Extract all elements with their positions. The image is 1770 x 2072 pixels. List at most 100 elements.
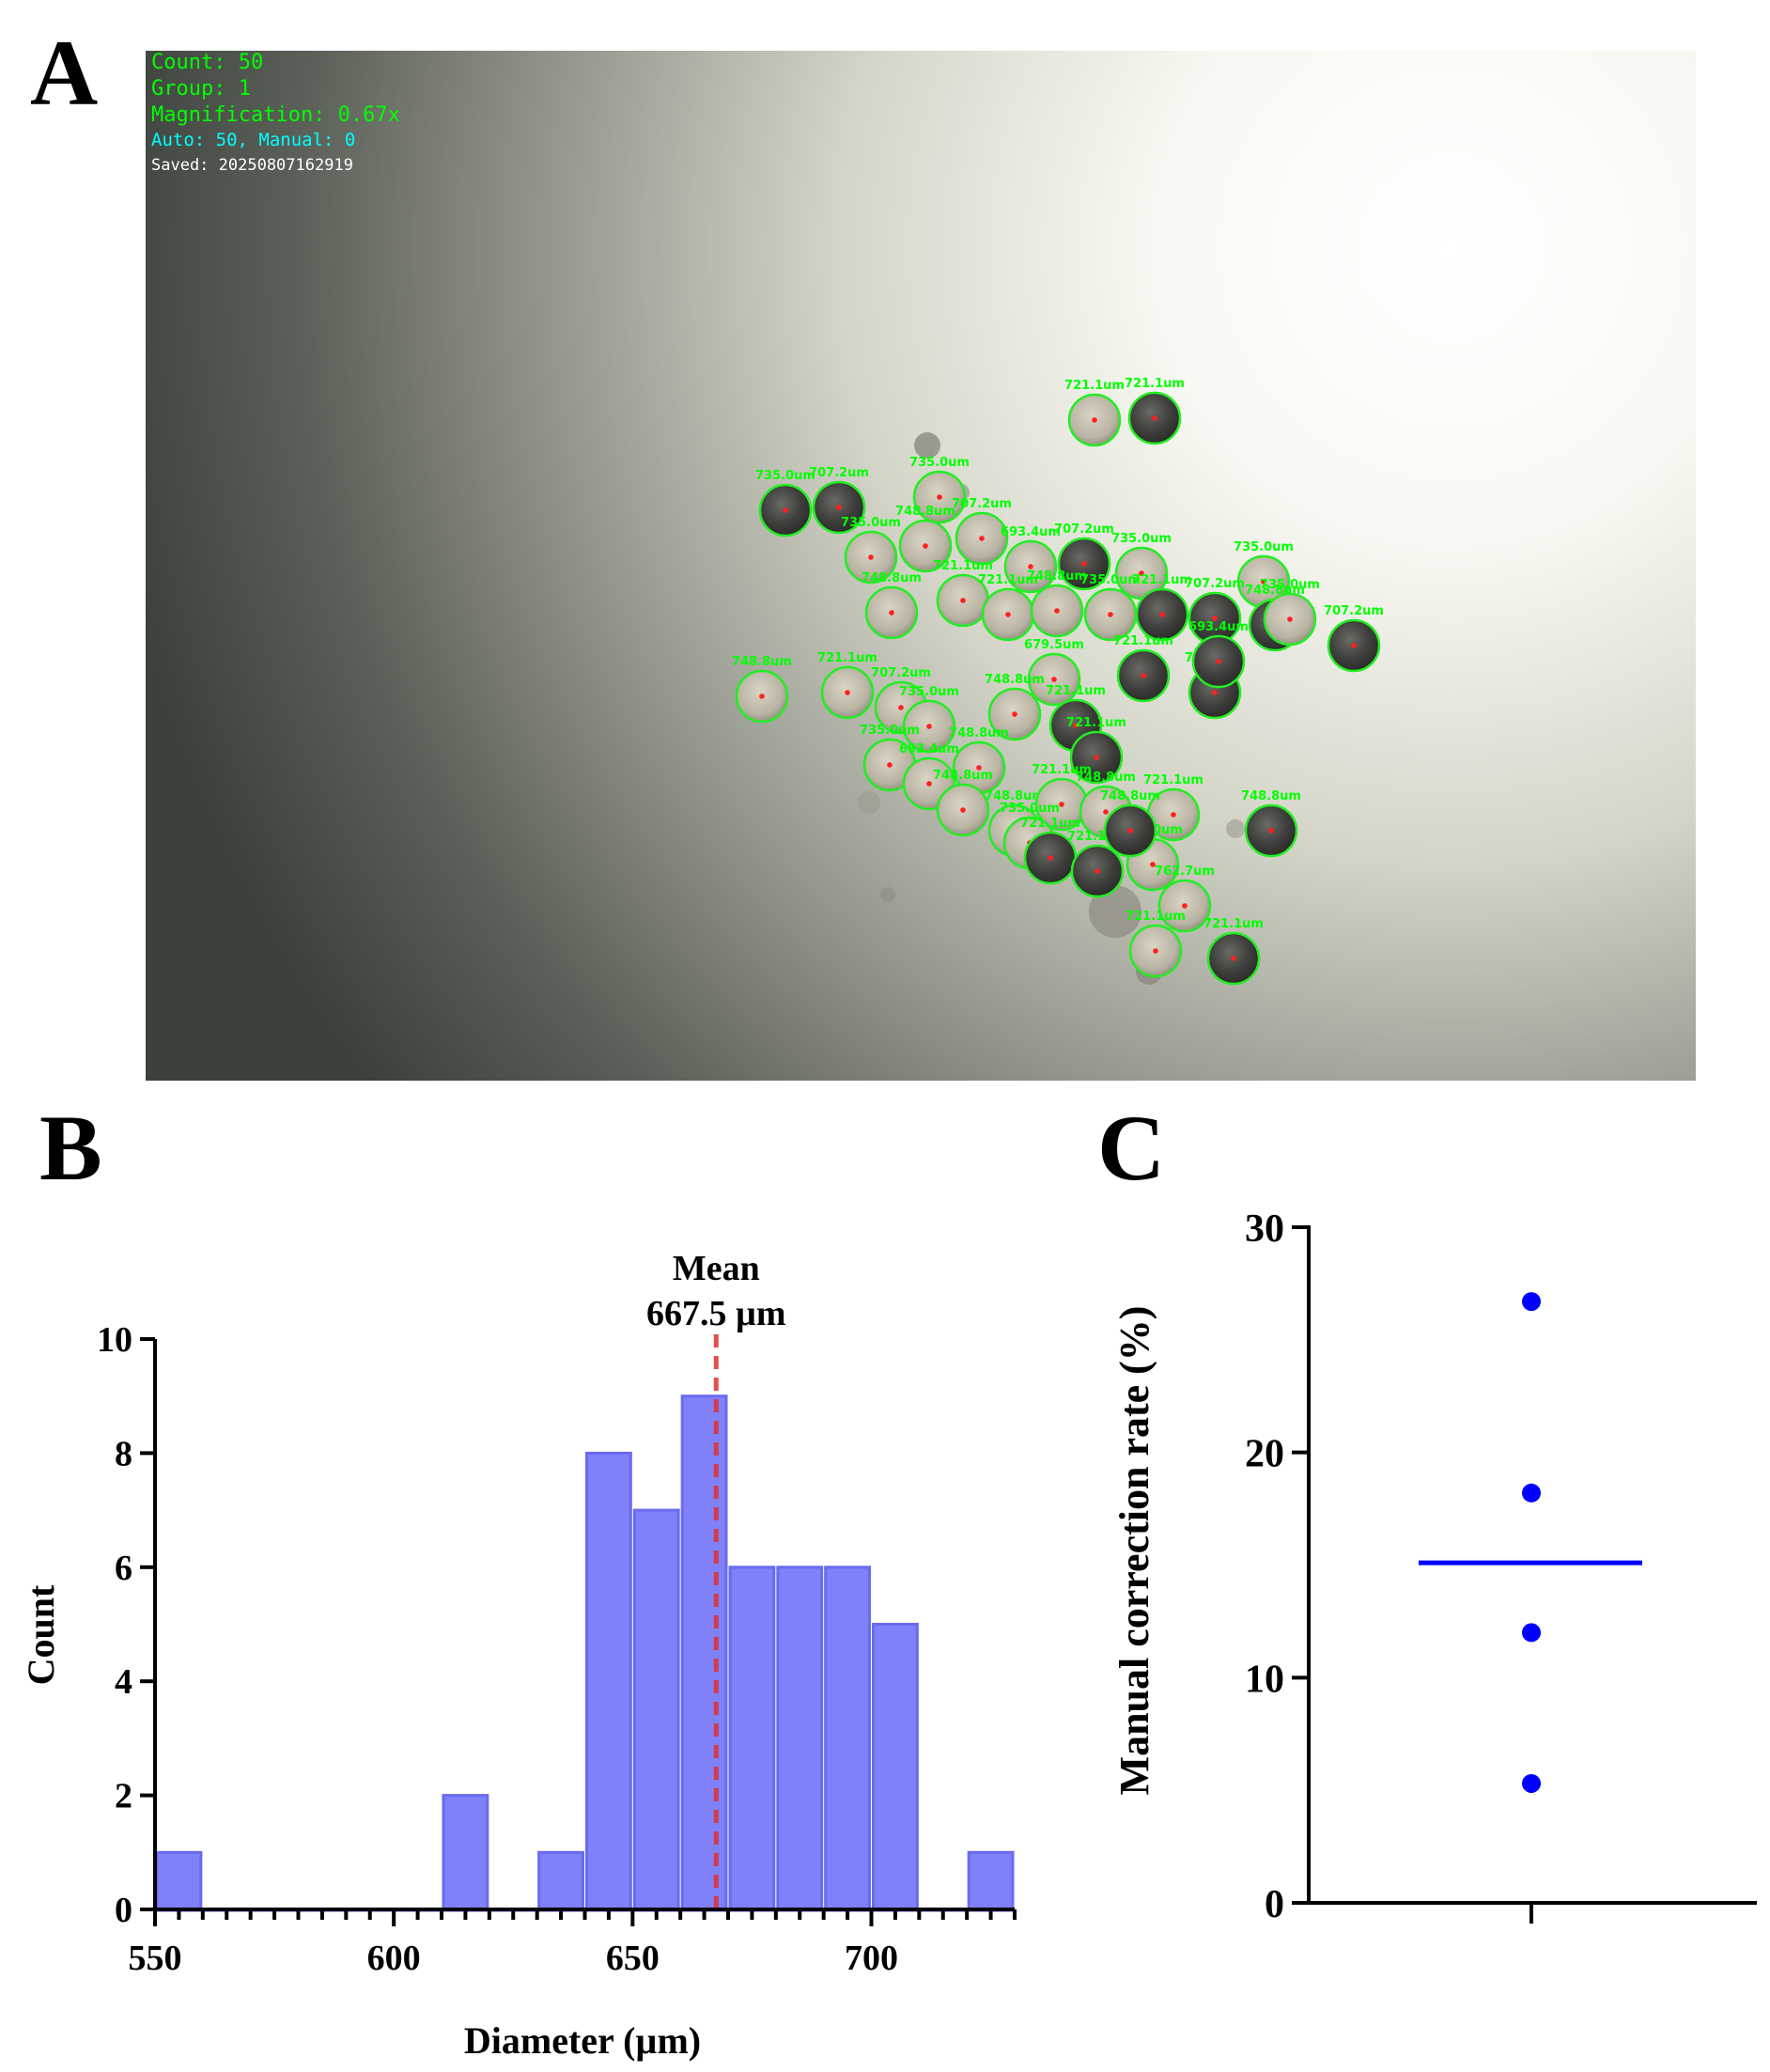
overlay-group: Group: 1 — [151, 77, 251, 101]
droplet-label: 721.1um — [1125, 377, 1185, 391]
droplet-label: 748.8um — [895, 505, 955, 519]
y-tick-label: 8 — [115, 1434, 132, 1473]
droplet-label: 721.1um — [1203, 917, 1264, 931]
droplet-label: 721.1um — [978, 573, 1038, 587]
droplet-label: 735.0um — [841, 516, 901, 530]
droplet-label: 735.0um — [1111, 532, 1172, 546]
droplet-label: 735.0um — [755, 469, 815, 483]
y-tick-label: 10 — [97, 1320, 132, 1360]
x-tick-label: 600 — [367, 1939, 421, 1978]
droplet-label: 721.1um — [1032, 763, 1092, 777]
droplet-label: 707.2um — [1054, 522, 1114, 537]
droplet: 735.0um — [899, 685, 959, 754]
droplet-label: 721.1um — [1066, 716, 1126, 730]
histogram-bar — [632, 1508, 680, 1912]
droplet: 735.0um — [909, 456, 970, 524]
droplet-label: 707.2um — [871, 666, 931, 680]
droplet: 693.4um — [1188, 620, 1249, 689]
droplet: 735.0um — [755, 469, 815, 537]
droplet-label: 707.2um — [809, 466, 869, 480]
panel-letter-a: A — [30, 21, 99, 125]
droplet: 735.0um — [1111, 532, 1172, 600]
histogram-bar — [680, 1394, 728, 1912]
histogram-bar — [824, 1566, 872, 1912]
droplet-label: 721.1um — [1126, 910, 1186, 924]
droplet: 721.1um — [1143, 773, 1203, 842]
overlay-magnification: Magnification: 0.67x — [151, 103, 400, 127]
droplet: 721.1um — [817, 651, 877, 720]
y-tick-label: 0 — [115, 1891, 132, 1930]
droplet-label: 721.1um — [933, 559, 993, 573]
x-tick-label: 650 — [606, 1939, 660, 1978]
droplet-label: 748.8um — [1241, 789, 1301, 803]
droplet: 721.1um — [1132, 573, 1192, 642]
droplet: 721.1um — [1064, 379, 1125, 447]
droplet-label: 693.4um — [1188, 620, 1249, 634]
droplet-label: 748.8um — [933, 769, 993, 783]
y-axis-label: Count — [20, 1584, 62, 1685]
histogram-bar — [585, 1451, 632, 1912]
droplet-label: 735.0um — [1000, 802, 1060, 816]
droplet: 748.8um — [1241, 789, 1301, 858]
droplet-label: 721.1um — [1046, 684, 1106, 698]
y-tick-label: 4 — [115, 1662, 132, 1702]
histogram-bar — [967, 1850, 1015, 1912]
droplet-label: 748.8um — [1076, 771, 1136, 785]
histogram-bar — [442, 1794, 489, 1912]
x-axis-label: Diameter (µm) — [464, 2019, 701, 2062]
micrograph-image: 721.1um 721.1um735.0um707.2um735.0um707.2… — [146, 51, 1696, 1081]
droplet-label: 735.0um — [1234, 540, 1294, 554]
droplet: 721.1um — [1203, 917, 1264, 986]
overlay-saved: Saved: 20250807162919 — [151, 156, 353, 175]
scatter-point — [1522, 1483, 1541, 1503]
scatter-y-tick-label: 30 — [1245, 1207, 1284, 1251]
histogram-bar — [776, 1566, 824, 1912]
scatter-y-tick-label: 0 — [1265, 1883, 1284, 1926]
droplet-label: 693.4um — [1001, 525, 1061, 539]
scatter-y-axis-label: Manual correction rate (%) — [1111, 1306, 1157, 1796]
micrograph-panel: 721.1um 721.1um 735.0um 707.2um 735.0um 707.2… — [146, 51, 1696, 1081]
droplet: 707.2um — [952, 497, 1012, 566]
histogram-axes: 0 2 4 6 8 10 550 600 650 700 — [97, 1320, 1017, 1978]
droplet: 735.0um — [1080, 573, 1141, 642]
scatter-point — [1522, 1623, 1541, 1643]
droplet-label: 748.8um — [985, 673, 1045, 687]
droplet-label: 748.8um — [949, 726, 1009, 740]
droplet-label: 707.2um — [1324, 604, 1384, 618]
histogram-bar — [872, 1623, 919, 1912]
droplet-label: 707.2um — [1185, 577, 1245, 591]
droplet: 721.1um — [1066, 716, 1126, 785]
mean-label-value: 667.5 µm — [646, 1294, 786, 1333]
droplet-label: 748.8um — [1100, 789, 1160, 803]
droplet-label: 762.7um — [1155, 865, 1215, 879]
histogram-chart: 0 2 4 6 8 10 550 600 650 700 Mean 667.5 µm Diamet… — [20, 1249, 1017, 2062]
histogram-bar — [155, 1850, 203, 1912]
panel-letter-b: B — [39, 1096, 102, 1200]
droplet-label: 721.1um — [1143, 773, 1203, 787]
droplet: 748.8um — [895, 505, 955, 573]
droplet: 707.2um — [809, 466, 869, 535]
droplet-layer: 721.1um 721.1um735.0um707.2um735.0um707.2… — [732, 377, 1384, 986]
droplet-label: 721.1um — [1113, 634, 1173, 648]
droplet: 721.1um — [978, 573, 1038, 642]
scatter-y-tick-label: 20 — [1245, 1433, 1284, 1476]
droplet-label: 707.2um — [952, 497, 1012, 511]
droplet-label: 721.1um — [817, 651, 877, 665]
droplet: 693.4um — [1001, 525, 1061, 594]
droplet-label: 735.0um — [1260, 578, 1320, 592]
droplet: 748.8um — [862, 571, 922, 640]
droplet-label: 679.5um — [1024, 638, 1084, 652]
droplet: 748.8um — [1027, 569, 1087, 638]
droplet: 762.7um — [1155, 865, 1215, 933]
droplet: 721.1um — [1125, 377, 1185, 445]
scatter-point — [1522, 1292, 1541, 1312]
x-tick-label: 550 — [129, 1939, 182, 1978]
droplet: 721.1um — [1126, 910, 1186, 978]
y-tick-label: 6 — [115, 1549, 132, 1588]
droplet-label: 721.1um — [1020, 817, 1080, 831]
droplet-label: 721.1um — [1132, 573, 1192, 587]
droplet-label: 748.8um — [732, 655, 792, 669]
scatter-points — [1522, 1292, 1541, 1793]
droplet-label: 721.1um — [1064, 379, 1125, 393]
overlay-count: Count: 50 — [151, 51, 264, 74]
